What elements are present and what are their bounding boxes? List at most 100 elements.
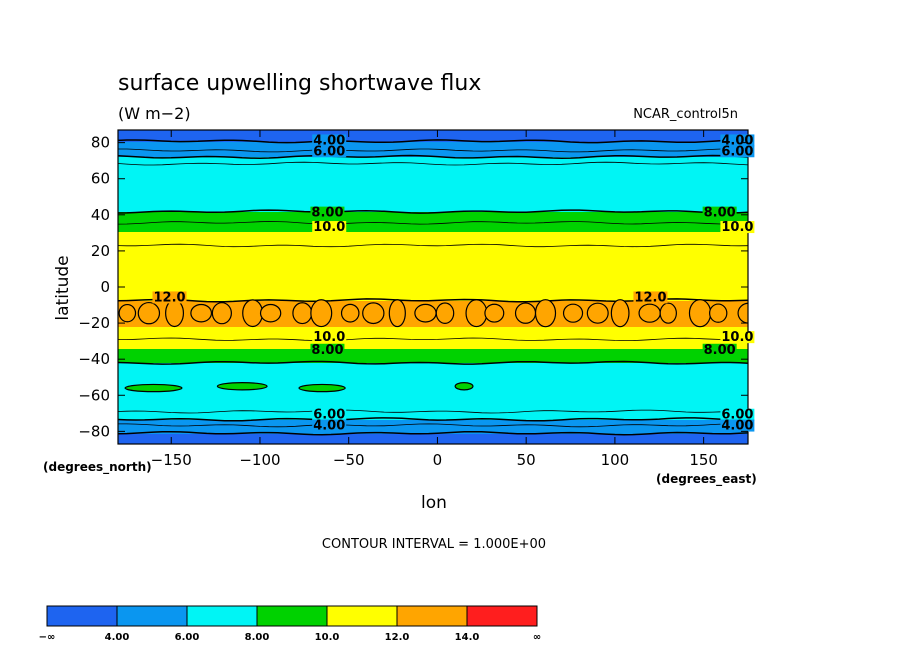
x-tick-label: −150	[151, 451, 192, 469]
flux-band	[118, 157, 748, 213]
high-flux-patch	[737, 302, 748, 324]
high-flux-patch	[362, 302, 385, 325]
high-flux-patch	[514, 302, 537, 324]
contour-interval-note: CONTOUR INTERVAL = 1.000E+00	[322, 537, 546, 552]
contour-line	[118, 209, 748, 214]
contour-line	[118, 423, 748, 428]
colorbar-label: 8.00	[245, 632, 270, 643]
contour-line	[118, 154, 748, 159]
contour-label-bg	[633, 291, 668, 304]
dataset-name: NCAR_control5n	[633, 107, 738, 122]
high-flux-patch	[310, 299, 333, 328]
high-flux-patch	[259, 303, 282, 323]
contour-lines	[118, 139, 748, 436]
contour-label: 4.00	[313, 419, 345, 434]
flux-band	[118, 232, 748, 302]
contour-label: 4.00	[721, 419, 753, 434]
high-flux-patch	[688, 299, 712, 328]
colorbar-label: 6.00	[175, 632, 200, 643]
contour-label-bg	[720, 145, 755, 158]
colorbar-label: 4.00	[105, 632, 130, 643]
x-tick-label: 100	[601, 451, 630, 469]
high-flux-patch	[211, 302, 232, 325]
x-tick-label: 0	[433, 451, 443, 469]
contour-label: 8.00	[311, 343, 343, 358]
x-axis-ticks: −150 −100 −50 0 50 100 150	[151, 130, 718, 469]
x-tick-label: −50	[333, 451, 365, 469]
colorbar-swatch	[116, 605, 188, 627]
colorbar-swatch	[396, 605, 468, 627]
x-tick-label: −100	[239, 451, 280, 469]
y-tick-label: 40	[91, 206, 110, 224]
flux-band	[118, 142, 748, 158]
high-flux-patch	[659, 302, 677, 324]
contour-label: 8.00	[704, 343, 736, 358]
contour-label: 4.00	[721, 133, 753, 148]
contour-label-bg	[152, 291, 187, 304]
high-flux-patch	[137, 301, 161, 325]
y-tick-label: 0	[100, 278, 110, 296]
high-flux-patch	[562, 303, 584, 323]
contour-label-bg	[310, 343, 345, 356]
high-flux-patch	[586, 302, 609, 324]
southern-band-patch	[124, 383, 183, 393]
y-axis-ticks: 80 60 40 20 0 −20 −40 −60 −80	[78, 134, 748, 440]
high-flux-patch	[118, 303, 137, 323]
southern-band-patch	[454, 382, 474, 391]
contour-label-bg	[720, 221, 755, 234]
contour-line	[118, 360, 748, 365]
southern-band-patch	[298, 383, 346, 393]
high-flux-patch	[242, 299, 264, 328]
flux-band	[118, 434, 748, 444]
high-flux-patch	[388, 299, 406, 328]
y-tick-label: −40	[78, 350, 110, 368]
high-flux-patch	[190, 303, 213, 323]
contour-line	[118, 417, 748, 422]
contour-line	[118, 148, 748, 153]
x-tick-label: 150	[689, 451, 718, 469]
contour-line	[118, 430, 748, 436]
colorbar-label: 14.0	[455, 632, 480, 643]
contour-label: 6.00	[721, 408, 753, 423]
high-flux-patch	[292, 302, 313, 325]
colorbar-swatch	[466, 605, 538, 627]
y-tick-label: 20	[91, 242, 110, 260]
high-flux-patch	[414, 303, 437, 323]
high-flux-patch	[484, 303, 505, 323]
contour-label: 10.0	[313, 330, 345, 345]
x-tick-label: 50	[517, 451, 536, 469]
contour-label: 8.00	[704, 206, 736, 221]
colorbar-label: 12.0	[385, 632, 410, 643]
contour-label: 6.00	[313, 408, 345, 423]
colorbar: −∞ 4.00 6.00 8.00 10.0 12.0 14.0 ∞	[39, 605, 541, 643]
contour-label: 6.00	[721, 144, 753, 159]
contour-label: 8.00	[311, 206, 343, 221]
contour-label-bg	[720, 134, 755, 147]
y-tick-label: 60	[91, 170, 110, 188]
contour-line	[118, 161, 748, 166]
colorbar-swatch	[326, 605, 398, 627]
high-flux-patch	[709, 303, 728, 323]
colorbar-swatch	[186, 605, 258, 627]
high-flux-patch	[340, 303, 360, 323]
contour-label-bg	[720, 331, 755, 344]
contour-label: 10.0	[721, 220, 753, 235]
flux-band	[118, 212, 748, 233]
y-tick-label: 80	[91, 134, 110, 152]
contour-line	[118, 243, 748, 248]
flux-band	[118, 349, 748, 364]
y-tick-label: −80	[78, 422, 110, 440]
contour-label-bg	[720, 419, 755, 432]
contour-label-bg	[312, 331, 347, 344]
x-axis-label: lon	[421, 493, 447, 513]
contour-label-bg	[312, 221, 347, 234]
contour-label-bg	[310, 206, 345, 219]
colorbar-swatch	[46, 605, 118, 627]
contour-label: 12.0	[634, 290, 666, 305]
chart-units: (W m−2)	[118, 104, 191, 123]
contour-label-bg	[702, 206, 737, 219]
flux-band	[118, 327, 748, 350]
contour-line	[118, 139, 748, 144]
high-flux-patch	[435, 302, 455, 324]
